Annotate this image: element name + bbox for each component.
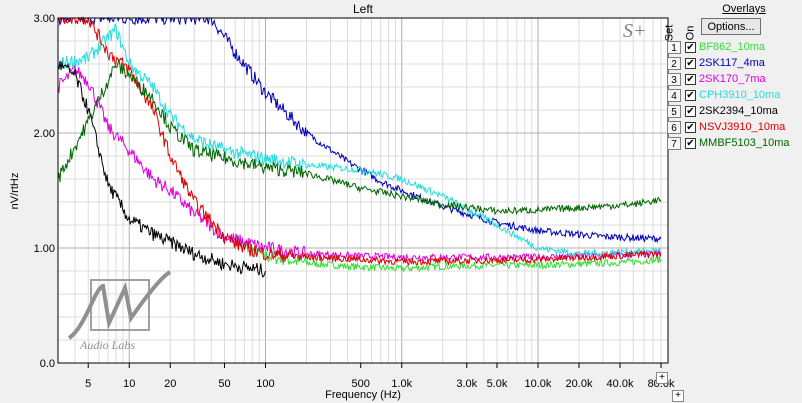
- overlay-set-button[interactable]: 2: [667, 56, 681, 70]
- series-2sk170_7ma: [57, 64, 662, 263]
- x-tick-label: 5.0k: [487, 378, 508, 390]
- series-mmbf5103_10ma: [57, 58, 662, 216]
- overlay-row: 6 ✔ NSVJ3910_10ma: [667, 120, 785, 134]
- expand-y-icon[interactable]: +: [656, 372, 668, 384]
- y-tick-label: 2.00: [34, 128, 55, 140]
- overlay-panel: Overlays Set On Options... 1 ✔ BF862_10ma 2…: [663, 0, 802, 403]
- plot-frame: [57, 17, 669, 364]
- overlay-set-button[interactable]: 1: [667, 40, 681, 54]
- overlay-name: CPH3910_10ma: [699, 89, 781, 101]
- overlay-name: 2SK170_7ma: [699, 73, 766, 85]
- overlay-set-button[interactable]: 3: [667, 72, 681, 86]
- options-button[interactable]: Options...: [701, 18, 761, 35]
- chart-title: Left: [352, 2, 373, 16]
- x-tick-label: 100: [256, 378, 274, 390]
- x-axis-label: Frequency (Hz): [325, 389, 401, 401]
- audio-labs-logo: [67, 270, 172, 340]
- x-tick-label: 500: [352, 378, 370, 390]
- overlay-on-checkbox[interactable]: ✔: [685, 41, 696, 53]
- x-tick-label: 5: [85, 378, 91, 390]
- overlay-name: MMBF5103_10ma: [699, 137, 790, 149]
- x-tick-label: 20.0k: [566, 378, 593, 390]
- series-nsvj3910_10ma: [57, 16, 662, 267]
- y-axis-label: nV/rtHz: [9, 172, 21, 210]
- overlay-name: NSVJ3910_10ma: [699, 121, 786, 133]
- x-tick-label: 80.0k: [648, 378, 675, 390]
- expand-x-icon[interactable]: +: [672, 390, 684, 402]
- series-cph3910_10ma: [57, 23, 662, 258]
- on-column-label: On: [684, 25, 697, 41]
- overlay-name: 2SK117_4ma: [699, 57, 765, 69]
- overlay-on-checkbox[interactable]: ✔: [685, 137, 696, 149]
- overlay-row: 2 ✔ 2SK117_4ma: [667, 56, 765, 70]
- x-axis: 5 10 20 50 100 500 1.0k 3.0k 5.0k 10.0k 20.0k 40.0k…: [85, 363, 675, 390]
- series-layer: [57, 16, 662, 278]
- overlay-on-checkbox[interactable]: ✔: [685, 89, 696, 101]
- overlay-set-button[interactable]: 4: [667, 88, 681, 102]
- x-tick-label: 50: [218, 378, 230, 390]
- overlay-set-button[interactable]: 6: [667, 120, 681, 134]
- overlay-on-checkbox[interactable]: ✔: [685, 121, 696, 133]
- overlay-row: 7 ✔ MMBF5103_10ma: [667, 136, 790, 150]
- plot-area: [57, 17, 669, 364]
- overlay-on-checkbox[interactable]: ✔: [685, 105, 696, 117]
- x-tick-label: 40.0k: [607, 378, 634, 390]
- x-tick-label: 20: [164, 378, 176, 390]
- overlays-title: Overlays: [722, 3, 766, 15]
- series-2sk2394_10ma: [57, 61, 266, 278]
- y-axis: 0.0 1.00 2.00 3.00: [34, 13, 55, 370]
- y-tick-label: 3.00: [34, 13, 55, 25]
- overlay-on-checkbox[interactable]: ✔: [685, 73, 696, 85]
- x-tick-label: 10.0k: [525, 378, 552, 390]
- x-tick-label: 1.0k: [391, 378, 412, 390]
- overlay-name: BF862_10ma: [699, 41, 766, 53]
- x-tick-label: 10: [123, 378, 135, 390]
- overlay-set-button[interactable]: 5: [667, 104, 681, 118]
- set-column-label: Set: [663, 24, 676, 42]
- overlay-row: 1 ✔ BF862_10ma: [667, 40, 765, 54]
- overlay-on-checkbox[interactable]: ✔: [685, 57, 696, 69]
- overlay-row: 4 ✔ CPH3910_10ma: [667, 88, 780, 102]
- x-tick-label: 3.0k: [456, 378, 477, 390]
- logo-text: Audio Labs: [80, 338, 136, 352]
- y-tick-label: 1.00: [34, 243, 55, 255]
- series-bf862_10ma: [234, 236, 662, 273]
- overlay-name: 2SK2394_10ma: [699, 105, 778, 117]
- overlay-set-button[interactable]: 7: [667, 136, 681, 150]
- overlay-row: 5 ✔ 2SK2394_10ma: [667, 104, 778, 118]
- y-tick-label: 0.0: [40, 358, 55, 370]
- overlay-row: 3 ✔ 2SK170_7ma: [667, 72, 766, 86]
- s-plus-watermark: S+: [623, 20, 647, 42]
